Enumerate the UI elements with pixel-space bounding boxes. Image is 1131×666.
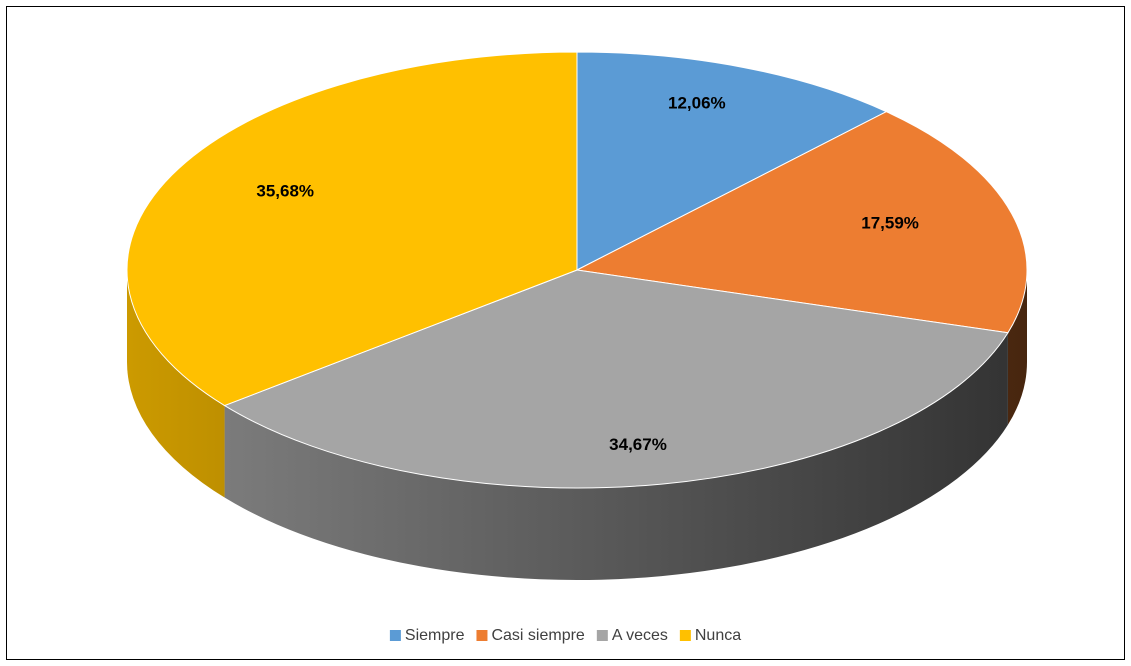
slice-side [224, 332, 1008, 580]
slice [126, 51, 578, 407]
legend-swatch [679, 630, 691, 641]
data-label: 17,59% [861, 213, 919, 232]
legend-label: Casi siempre [491, 627, 584, 644]
legend-swatch [476, 630, 488, 641]
legend-swatch [389, 630, 401, 641]
slice [223, 269, 1009, 489]
slice [575, 111, 1028, 334]
slice-side [1007, 270, 1027, 425]
legend-swatch [596, 630, 608, 641]
legend-label: A veces [612, 627, 668, 644]
legend-label: Siempre [405, 627, 465, 644]
slice [576, 51, 888, 271]
legend-label: Nunca [695, 627, 741, 644]
data-label: 12,06% [668, 93, 726, 112]
data-label: 34,67% [609, 435, 667, 454]
slice-side [127, 270, 225, 498]
data-label: 35,68% [256, 182, 314, 201]
